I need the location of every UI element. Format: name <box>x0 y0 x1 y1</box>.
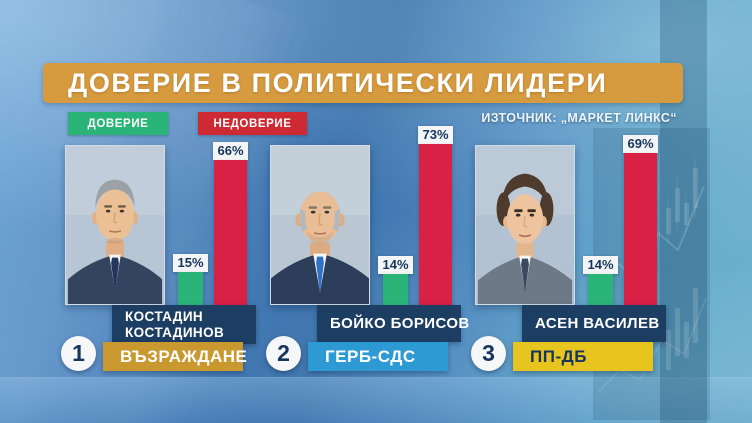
title-banner: ДОВЕРИЕ В ПОЛИТИЧЕСКИ ЛИДЕРИ <box>43 63 683 103</box>
rank-badge: 1 <box>61 336 96 371</box>
legend-distrust-label: НЕДОВЕРИЕ <box>213 117 292 130</box>
rank-number: 3 <box>482 340 495 366</box>
candidate-name-line1: КОСТАДИН <box>125 309 204 324</box>
name-plate: АСЕН ВАСИЛЕВ <box>522 305 666 342</box>
legend-trust-label: ДОВЕРИЕ <box>87 117 149 130</box>
candidate-photo <box>65 145 165 305</box>
portrait-vasilev <box>476 146 574 304</box>
trust-bar-group: 15% <box>168 254 213 305</box>
party-name: ГЕРБ-СДС <box>325 346 416 366</box>
candidate-name-line1: АСЕН ВАСИЛЕВ <box>535 314 660 332</box>
candidate-card-vasilev: 14% 69% АСЕН ВАСИЛЕВ ПП-ДБ 3 <box>468 135 673 375</box>
candidate-card-borisov: 14% 73% БОЙКО БОРИСОВ ГЕРБ-СДС 2 <box>263 126 470 375</box>
distrust-bar-group: 66% <box>208 141 253 305</box>
name-plate: КОСТАДИН КОСТАДИНОВ <box>112 305 256 344</box>
trust-value-label: 14% <box>583 256 618 275</box>
rank-badge: 2 <box>266 336 301 371</box>
name-plate: БОЙКО БОРИСОВ <box>317 305 470 342</box>
trust-bar <box>178 272 203 305</box>
party-name: ВЪЗРАЖДАНЕ <box>120 346 248 366</box>
page-title: ДОВЕРИЕ В ПОЛИТИЧЕСКИ ЛИДЕРИ <box>68 67 608 98</box>
party-name: ПП-ДБ <box>530 346 587 366</box>
party-band: ВЪЗРАЖДАНЕ <box>103 342 247 371</box>
candidate-card-kostadinov: 15% 66% КОСТАДИН КОСТАДИНОВ ВЪЗРАЖДАНЕ 1 <box>58 140 263 375</box>
distrust-value-label: 73% <box>418 126 453 145</box>
candidate-photo <box>475 145 575 305</box>
trust-bar <box>588 274 613 305</box>
trust-value-label: 14% <box>378 256 413 275</box>
distrust-bar <box>214 159 247 305</box>
trust-bar-group: 14% <box>373 256 418 305</box>
distrust-bar <box>624 153 657 305</box>
rank-number: 1 <box>72 340 85 366</box>
trust-bar-group: 14% <box>578 256 623 305</box>
party-band: ПП-ДБ <box>513 342 653 371</box>
source-credit: ИЗТОЧНИК: „МАРКЕТ ЛИНКС“ <box>481 111 677 125</box>
trust-bar <box>383 274 408 305</box>
candidate-name-line1: БОЙКО БОРИСОВ <box>330 314 470 332</box>
distrust-value-label: 66% <box>213 141 248 160</box>
rank-badge: 3 <box>471 336 506 371</box>
distrust-bar-group: 73% <box>413 126 458 305</box>
candidate-photo <box>270 145 370 305</box>
rank-number: 2 <box>277 340 290 366</box>
distrust-bar <box>419 144 452 305</box>
portrait-borisov <box>271 146 369 304</box>
distrust-bar-group: 69% <box>618 135 663 305</box>
trust-value-label: 15% <box>173 254 208 272</box>
legend-trust: ДОВЕРИЕ <box>68 112 168 135</box>
candidate-name-line2: КОСТАДИНОВ <box>125 324 225 340</box>
background-bottom-band <box>0 377 752 423</box>
party-band: ГЕРБ-СДС <box>308 342 448 371</box>
portrait-kostadinov <box>66 146 164 304</box>
legend-distrust: НЕДОВЕРИЕ <box>198 112 307 135</box>
distrust-value-label: 69% <box>623 135 658 154</box>
